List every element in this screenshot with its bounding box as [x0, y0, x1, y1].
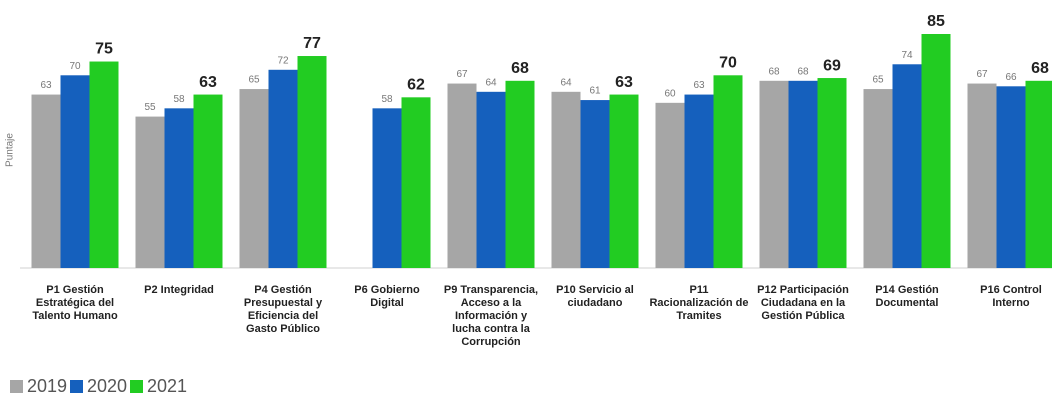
bar [921, 34, 951, 268]
data-label: 67 [976, 69, 988, 80]
data-label: 68 [511, 60, 529, 77]
bar [996, 86, 1026, 269]
bar [609, 94, 639, 269]
data-label: 65 [248, 75, 260, 86]
bar [580, 100, 610, 268]
x-tick-label: P16 Control Interno [980, 284, 1042, 309]
bar [655, 102, 685, 268]
bar [551, 91, 581, 268]
bar [505, 80, 535, 268]
bar [297, 56, 327, 268]
bar [863, 89, 893, 268]
data-label: 75 [95, 41, 113, 58]
legend-swatch [130, 380, 143, 393]
legend-item: 2019 [10, 376, 67, 397]
y-axis-label: Puntaje [5, 133, 16, 167]
x-tick-label: P2 Integridad [144, 284, 214, 296]
data-label: 64 [560, 77, 572, 88]
legend-swatch [70, 380, 83, 393]
bar [372, 108, 402, 269]
bar [239, 89, 269, 268]
data-label: 63 [199, 74, 217, 91]
bar [164, 108, 194, 269]
data-label: 74 [901, 50, 913, 61]
data-label: 85 [927, 13, 945, 30]
bar [268, 69, 298, 268]
bar [447, 83, 477, 268]
data-label: 68 [1031, 60, 1049, 77]
bar [60, 75, 90, 268]
bar [892, 64, 922, 269]
legend-label: 2019 [27, 376, 68, 396]
bar [31, 94, 61, 269]
data-label: 72 [277, 55, 289, 66]
legend-label: 2021 [147, 376, 188, 396]
data-label: 66 [1005, 72, 1017, 83]
data-label: 58 [381, 94, 393, 105]
data-label: 55 [144, 102, 156, 113]
legend-swatch [10, 380, 23, 393]
bar [1025, 80, 1052, 268]
data-label: 70 [719, 55, 737, 72]
data-label: 63 [615, 74, 633, 91]
legend-item: 2020 [70, 376, 127, 397]
bar [89, 61, 119, 268]
bar [713, 75, 743, 268]
x-tick-label: P10 Servicio al ciudadano [556, 284, 634, 309]
x-tick-label: P11 Racionalización de Tramites [649, 284, 749, 322]
bar [476, 91, 506, 268]
x-tick-label: P12 Participación Ciudadana en la Gestió… [757, 284, 849, 322]
x-tick-label: P1 Gestión Estratégica del Talento Human… [32, 284, 118, 322]
x-tick-label: P6 Gobierno Digital [354, 284, 420, 309]
bar [684, 94, 714, 269]
bar [817, 78, 847, 268]
data-label: 60 [664, 88, 676, 99]
data-label: 67 [456, 69, 468, 80]
x-tick-label: P14 Gestión Documental [875, 284, 939, 309]
data-label: 63 [40, 80, 52, 91]
data-label: 68 [768, 66, 780, 77]
data-label: 70 [69, 61, 81, 72]
data-label: 62 [407, 77, 425, 94]
data-label: 63 [693, 80, 705, 91]
x-tick-label: P4 Gestión Presupuestal y Eficiencia del… [243, 284, 323, 335]
data-label: 61 [589, 86, 601, 97]
bar [759, 80, 789, 268]
data-label: 69 [823, 57, 841, 74]
data-label: 77 [303, 35, 321, 52]
bar [193, 94, 223, 269]
bar [401, 97, 431, 268]
legend-item: 2021 [130, 376, 187, 397]
legend-label: 2020 [87, 376, 128, 396]
data-label: 58 [173, 94, 185, 105]
data-label: 64 [485, 77, 497, 88]
bar [135, 116, 165, 269]
data-label: 65 [872, 75, 884, 86]
bar [788, 80, 818, 268]
bar [967, 83, 997, 268]
x-tick-label: P9 Transparencia, Acceso a la Informació… [443, 284, 539, 348]
data-label: 68 [797, 66, 809, 77]
